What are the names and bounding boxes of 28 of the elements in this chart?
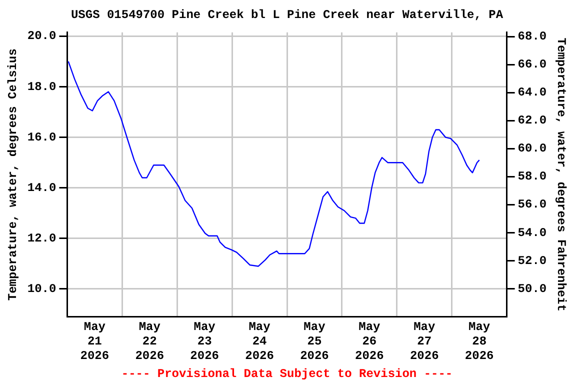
y-tick-label: 18.0 (27, 80, 56, 94)
y2-tick-label: 66.0 (518, 58, 547, 72)
y2-tick-label: 62.0 (518, 114, 547, 128)
y-tick-label: 20.0 (27, 29, 56, 44)
x-tick-label: May 27 2026 (410, 320, 439, 363)
x-tick-label: May 25 2026 (300, 320, 329, 363)
chart-title: USGS 01549700 Pine Creek bl L Pine Creek near Waterville, PA (70, 8, 504, 22)
y-tick-label: 16.0 (27, 130, 56, 144)
y2-axis-title: Temperature, water, degrees Fahrenheit (554, 38, 568, 312)
y2-tick-label: 56.0 (518, 198, 547, 212)
text: ---- Provisional Data Subject to Revision ---- (121, 367, 453, 382)
x-tick-label: May 26 2026 (355, 320, 384, 363)
y-tick-label: 12.0 (27, 231, 56, 246)
x-tick-label: May 24 2026 (245, 320, 274, 363)
y-tick-label: 14.0 (27, 180, 56, 195)
x-tick-label: May 28 2026 (464, 320, 494, 363)
y2-tick-label: 68.0 (518, 30, 547, 44)
y2-tick-label: 60.0 (518, 142, 547, 156)
x-tick-label: May 21 2026 (80, 320, 110, 363)
y-tick-label: 10.0 (27, 282, 56, 296)
x-tick-label: May 22 2026 (135, 320, 164, 363)
y2-tick-label: 52.0 (518, 254, 547, 268)
y2-tick-label: 64.0 (518, 86, 547, 100)
y2-tick-label: 50.0 (518, 282, 547, 296)
x-tick-label: May 23 2026 (190, 320, 219, 363)
y2-tick-label: 58.0 (518, 170, 547, 184)
y2-tick-label: 54.0 (518, 226, 547, 240)
y-axis-title: Temperature, water, degrees Celsius (6, 48, 20, 301)
